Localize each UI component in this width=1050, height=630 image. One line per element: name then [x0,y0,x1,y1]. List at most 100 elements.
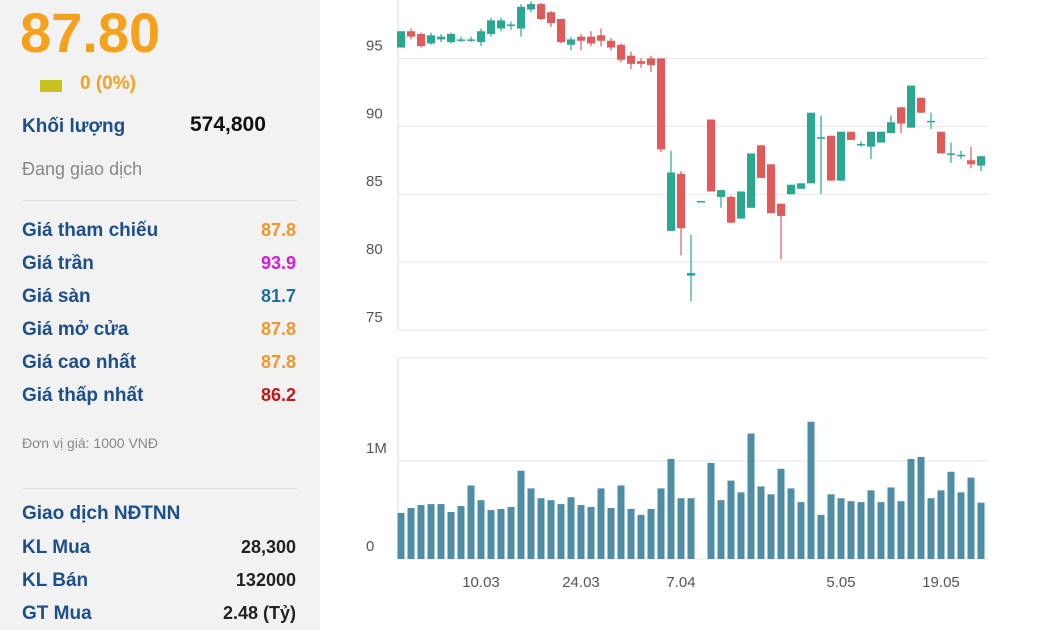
volume-bar [837,498,845,559]
candle-body [917,97,925,113]
candle-body [417,33,425,47]
volume-bar [957,492,965,559]
volume-bar [597,488,605,559]
volume-bar [577,505,585,559]
candle-body [777,203,785,216]
volume-bar [667,458,675,559]
volume-bar [827,494,835,559]
volume-bar [767,494,775,559]
candle-body [427,35,435,44]
candle-body [687,272,695,276]
candle-body [867,131,875,147]
row-label: KL Bán [22,570,89,591]
y-tick-label: 80 [366,241,383,258]
row-label: GT Mua [22,603,92,624]
candle-body [887,122,895,134]
candle-body [407,31,415,37]
candle-body [907,85,915,128]
separator [22,200,298,201]
candle-body [577,36,585,41]
candle-body [447,33,455,43]
volume-bar [977,502,985,559]
candle-body [827,135,835,181]
volume-bar [867,490,875,559]
volume-bar [717,500,725,559]
volume-bar [487,509,495,559]
y-tick-label: 75 [366,309,383,326]
volume-bar [547,500,555,559]
volume-bar [807,421,815,559]
volume-bar [927,498,935,559]
volume-bar [777,468,785,559]
volume-bar [477,500,485,559]
volume-bar [787,488,795,559]
volume-label: Khối lượng [22,116,126,137]
volume-bar [727,480,735,559]
y-tick-label: 85 [366,173,383,190]
candle-body [847,131,855,140]
volume-bar [617,485,625,559]
price: 87.80 [20,1,161,64]
candle-body [787,184,795,195]
candle-body [837,131,845,181]
candle-body [497,20,505,29]
change-icon [40,80,62,92]
candle-body [817,137,825,139]
candle-body [897,107,905,124]
candle-body [977,156,985,166]
volume: 574,800 [190,113,266,136]
volume-bar [537,498,545,559]
candle-body [957,154,965,157]
y-tick-label: 0 [366,538,374,555]
separator [22,488,298,489]
candle-body [697,200,705,203]
candle-body [747,153,755,208]
change: 0 (0%) [80,73,136,94]
candle-body [457,39,465,41]
candle-body [737,191,745,219]
volume-bar [637,514,645,559]
foreign-title: Giao dịch NĐTNN [22,503,181,524]
volume-bar [687,498,695,559]
candle-body [567,39,575,45]
x-tick-label: 10.03 [462,574,500,591]
candle-body [627,55,635,64]
volume-bar [437,504,445,559]
candle-body [807,112,815,184]
x-tick-label: 7.04 [666,574,695,591]
row-value: 87.8 [260,319,296,339]
candle-body [767,164,775,214]
volume-bar [897,501,905,559]
volume-bar [917,457,925,559]
candle-body [707,119,715,192]
quote-panel: 87.80 0 (0%) Khối lượng 574,800 Đang gia… [0,0,320,630]
volume-bar [397,512,405,559]
volume-bar [467,485,475,559]
row-label: Giá sàn [22,286,91,307]
candle-body [587,36,595,44]
candle-body [727,196,735,223]
candle-body [437,36,445,40]
volume-bar [707,462,715,559]
unit-note: Đơn vị giá: 1000 VNĐ [22,435,159,451]
volume-bar [877,502,885,559]
candle-body [667,172,675,231]
candle-body [507,24,515,26]
candle-body [557,19,565,43]
row-value: 132000 [235,570,296,590]
y-tick-label: 95 [366,37,383,54]
volume-bar [607,508,615,559]
candle-body [877,131,885,143]
volume-bar [907,458,915,559]
volume-bar [457,506,465,559]
candle-body [797,183,805,189]
row-value: 2.48 (Tỷ) [222,603,296,623]
x-tick-label: 24.03 [562,574,600,591]
candle-body [597,35,605,41]
candle-body [677,173,685,229]
candle-body [757,145,765,178]
candle-body [657,58,665,150]
volume-bar [557,504,565,559]
candle-body [857,143,865,146]
volume-bar [887,487,895,559]
